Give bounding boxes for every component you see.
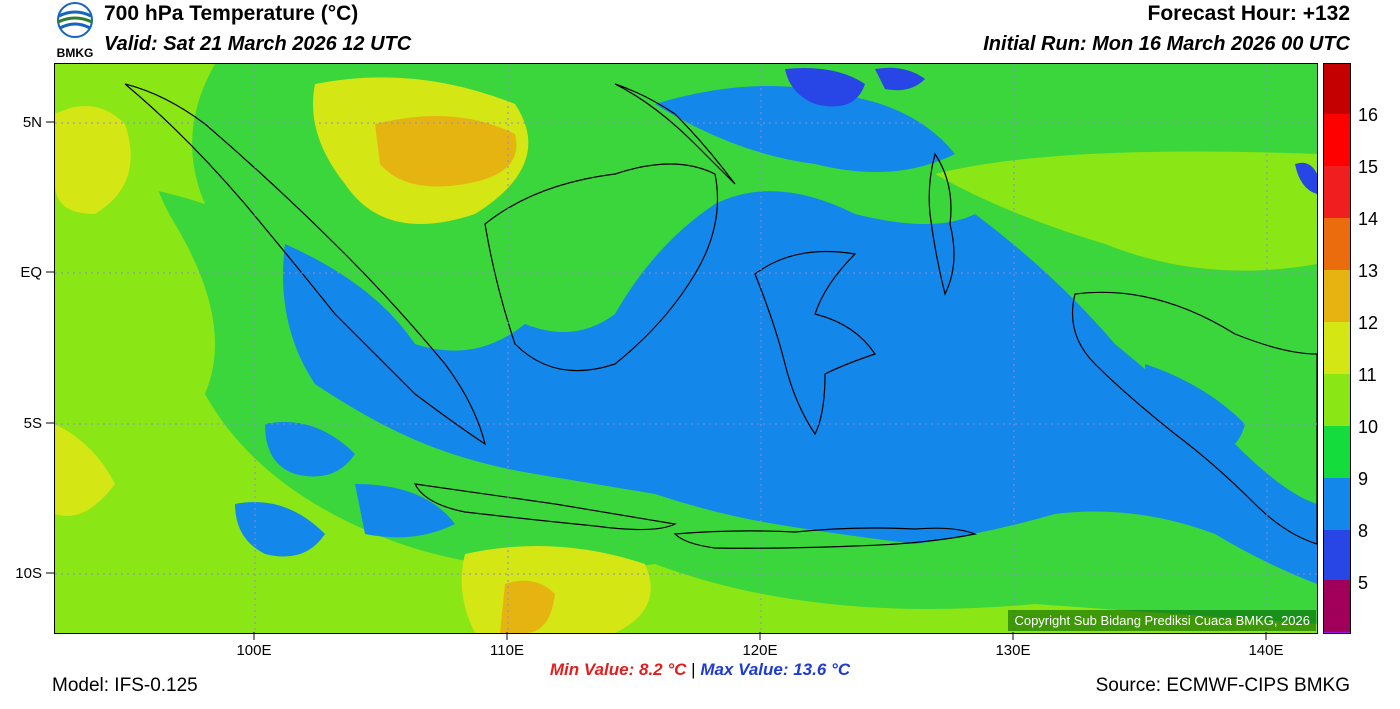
colorbar-label: 15 <box>1358 157 1379 177</box>
lat-label-eq: EQ <box>20 264 42 281</box>
colorbar-label: 9 <box>1358 469 1369 489</box>
colorbar-segment <box>1324 64 1350 114</box>
lon-label-120e: 120E <box>742 642 778 659</box>
sulawesi-coast <box>754 250 876 436</box>
sumatra-coast <box>124 83 486 446</box>
lon-label-140e: 140E <box>1248 642 1284 659</box>
colorbar-segment <box>1324 114 1350 166</box>
nusa-tenggara-coast <box>673 527 978 549</box>
gridlines <box>55 64 1317 633</box>
colorbar-segment <box>1324 478 1350 530</box>
colorbar-label: 13 <box>1358 261 1379 281</box>
colorbar-label: 5 <box>1358 573 1369 593</box>
temperature-field-svg <box>55 64 1317 633</box>
stats-separator: | <box>691 660 696 679</box>
temperature-map <box>54 63 1318 634</box>
colorbar-label: 16 <box>1358 105 1379 125</box>
colorbar-segment <box>1324 218 1350 270</box>
halmahera-coast <box>928 152 955 296</box>
valid-time: Valid: Sat 21 March 2026 12 UTC <box>104 33 412 55</box>
copyright-notice: Copyright Sub Bidang Prediksi Cuaca BMKG… <box>1008 610 1316 631</box>
model-label: Model: IFS-0.125 <box>52 675 198 696</box>
lon-label-100e: 100E <box>236 642 272 659</box>
lat-label-5s: 5S <box>23 415 42 432</box>
source-label: Source: ECMWF-CIPS BMKG <box>1095 675 1350 696</box>
colorbar-segment <box>1324 166 1350 218</box>
lat-ticks <box>46 121 54 574</box>
lat-label-10s: 10S <box>15 565 42 582</box>
initial-run: Initial Run: Mon 16 March 2026 00 UTC <box>983 33 1350 55</box>
colorbar-segment <box>1324 270 1350 322</box>
lat-label-5n: 5N <box>22 114 42 131</box>
philippines-coast <box>614 83 736 185</box>
lon-label-130e: 130E <box>995 642 1031 659</box>
colorbar-label: 8 <box>1358 521 1369 541</box>
forecast-hour: Forecast Hour: +132 <box>1147 2 1351 25</box>
min-max-stats: Min Value: 8.2 °C | Max Value: 13.6 °C <box>0 660 1400 680</box>
logo-text: BMKG <box>57 46 94 60</box>
colorbar-segment <box>1324 374 1350 426</box>
colorbar-label: 11 <box>1358 365 1377 385</box>
colorbar-label: 12 <box>1358 313 1379 333</box>
colorbar-label: 14 <box>1358 209 1379 229</box>
bmkg-logo: BMKG <box>50 2 100 60</box>
colorbar-segment-bottom <box>1324 580 1350 632</box>
java-coast <box>413 483 677 531</box>
new-guinea-coast <box>1071 291 1317 545</box>
colorbar-segment <box>1324 426 1350 478</box>
min-value: Min Value: 8.2 °C <box>549 660 687 679</box>
colorbar-label: 10 <box>1358 417 1379 437</box>
lon-label-110e: 110E <box>490 642 524 659</box>
borneo-coast <box>484 163 719 372</box>
map-title: 700 hPa Temperature (°C) <box>104 2 359 25</box>
colorbar-segment <box>1324 530 1350 582</box>
colorbar-segment <box>1324 322 1350 374</box>
max-value: Max Value: 13.6 °C <box>700 660 851 679</box>
lon-ticks <box>253 632 1267 640</box>
colorbar <box>1323 63 1351 634</box>
